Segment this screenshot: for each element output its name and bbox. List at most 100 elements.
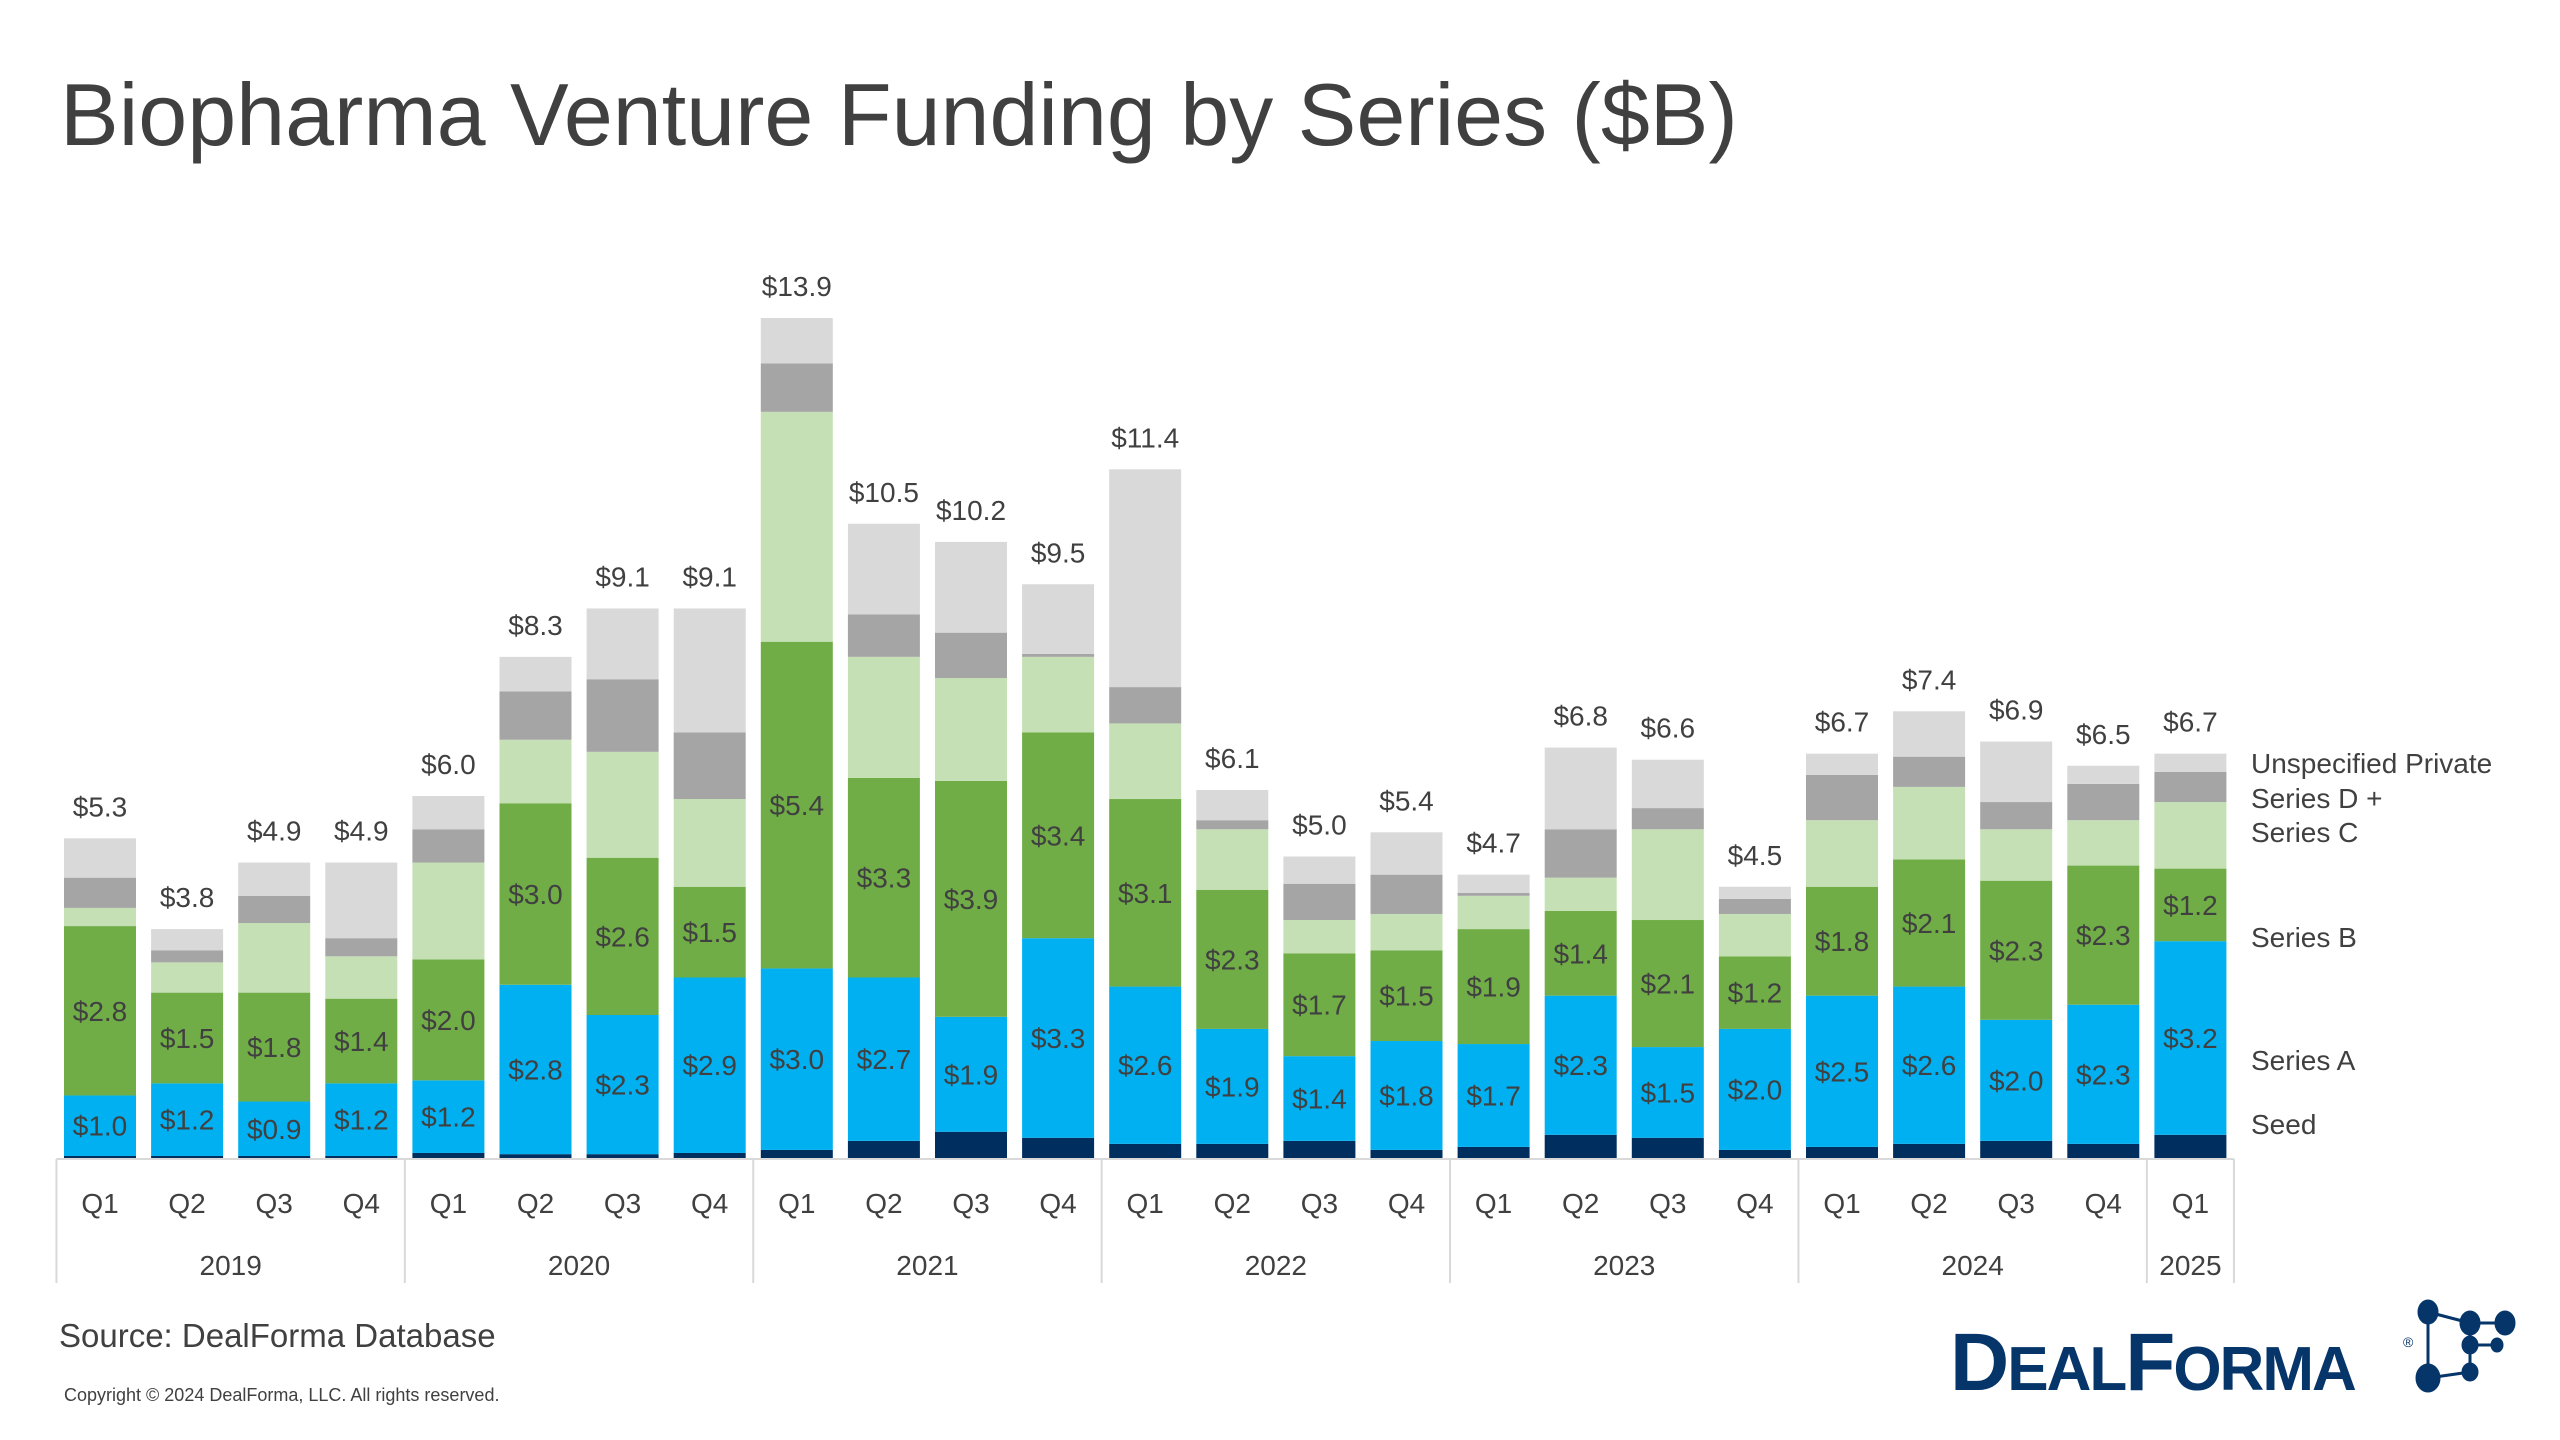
- bar-stack: $2.8 $3.0 $8.3: [499, 610, 572, 1159]
- bar-segment-series-b: [64, 926, 136, 1096]
- data-label: $1.8: [247, 1032, 302, 1063]
- total-label: $6.5: [2076, 719, 2131, 750]
- bar-segment-series-a: [1022, 938, 1095, 1138]
- bar-stack: $1.2 $1.4 $4.9: [325, 816, 398, 1159]
- data-label: $5.4: [770, 790, 825, 821]
- x-tick-label: Q1: [1823, 1188, 1860, 1219]
- bar-segment-series-c: [1806, 820, 1878, 887]
- bar-segment-unspecified-private: [238, 862, 311, 896]
- data-label: $1.5: [1641, 1077, 1696, 1108]
- x-tick-label: Q3: [952, 1188, 989, 1219]
- bar-segment-series-c: [1196, 829, 1269, 890]
- data-label: $1.7: [1292, 990, 1347, 1021]
- total-label: $6.0: [421, 749, 476, 780]
- x-tick-label: Q2: [865, 1188, 902, 1219]
- x-tick-label: Q2: [168, 1188, 205, 1219]
- data-label: $1.2: [1728, 978, 1783, 1009]
- bar-segment-series-b: [2154, 868, 2227, 942]
- total-label: $5.4: [1379, 785, 1434, 816]
- bar-segment-seed: [1980, 1140, 2053, 1159]
- data-label: $2.3: [595, 1070, 650, 1101]
- legend-item: Series D +: [2251, 783, 2383, 814]
- x-tick-label: Q3: [256, 1188, 293, 1219]
- bar-segment-series-a: [499, 984, 572, 1155]
- bar-segment-series-d-: [1718, 898, 1791, 914]
- bar-segment-seed: [1196, 1143, 1269, 1159]
- bar-segment-unspecified-private: [586, 608, 659, 680]
- bar-segment-series-d-: [1631, 808, 1704, 830]
- bar-segment-unspecified-private: [64, 838, 136, 878]
- bar-segment-series-c: [325, 956, 398, 999]
- bar-segment-series-d-: [673, 732, 746, 800]
- data-label: $3.2: [2163, 1023, 2218, 1054]
- data-label: $2.0: [421, 1005, 476, 1036]
- total-label: $4.7: [1466, 828, 1521, 859]
- bar-segment-seed: [1893, 1143, 1966, 1159]
- x-tick-label: Q3: [1998, 1188, 2035, 1219]
- copyright: Copyright © 2024 DealForma, LLC. All rig…: [64, 1385, 499, 1405]
- bar-segment-series-d-: [499, 691, 572, 740]
- bar-segment-series-a: [2067, 1004, 2140, 1144]
- x-tick-label: Q3: [1301, 1188, 1338, 1219]
- data-label: $1.9: [944, 1059, 999, 1090]
- bar-stack: $3.3 $3.4 $9.5: [1022, 537, 1095, 1159]
- bar-segment-series-b: [412, 959, 485, 1081]
- total-label: $9.5: [1031, 537, 1086, 568]
- bar-segment-series-b: [1022, 732, 1095, 939]
- bar-segment-unspecified-private: [1022, 584, 1095, 654]
- bar-segment-series-a: [1631, 1047, 1704, 1138]
- data-label: $3.0: [770, 1044, 825, 1075]
- bar-segment-unspecified-private: [1544, 747, 1617, 830]
- x-tick-label: Q1: [778, 1188, 815, 1219]
- bar-stack: $1.2 $1.5 $3.8: [151, 882, 224, 1159]
- bar-segment-seed: [1544, 1134, 1617, 1159]
- bar-segment-seed: [499, 1154, 572, 1159]
- total-label: $5.0: [1292, 810, 1347, 841]
- total-label: $6.6: [1641, 713, 1696, 744]
- data-label: $1.5: [682, 917, 737, 948]
- x-tick-label: Q3: [604, 1188, 641, 1219]
- total-label: $4.5: [1728, 840, 1783, 871]
- bar-segment-series-d-: [64, 877, 136, 908]
- bar-segment-series-a: [325, 1083, 398, 1156]
- bar-segment-series-d-: [935, 632, 1007, 679]
- x-tick-label: Q4: [1388, 1188, 1425, 1219]
- bar-segment-series-d-: [847, 614, 920, 657]
- bar-segment-series-d-: [1893, 756, 1966, 787]
- bar-stack: $1.9 $2.3 $6.1: [1196, 743, 1269, 1159]
- bar-segment-series-a: [1718, 1028, 1791, 1150]
- data-label: $2.3: [1989, 935, 2044, 966]
- bar-segment-series-d-: [1806, 774, 1878, 821]
- bar-stack: $2.0 $2.3 $6.9: [1980, 695, 2053, 1159]
- total-label: $6.8: [1553, 701, 1608, 732]
- bar-segment-series-b: [499, 803, 572, 985]
- bar-segment-unspecified-private: [2154, 753, 2227, 772]
- bar-segment-seed: [760, 1149, 833, 1159]
- bar-segment-unspecified-private: [1457, 874, 1530, 893]
- data-label: $2.6: [595, 921, 650, 952]
- data-label: $3.4: [1031, 820, 1086, 851]
- total-label: $6.9: [1989, 695, 2044, 726]
- bar-segment-series-d-: [1196, 820, 1269, 830]
- bar-segment-seed: [325, 1155, 398, 1159]
- x-tick-label: Q4: [1039, 1188, 1076, 1219]
- dealforma-logo: DEALFORMA ®: [1950, 1299, 2516, 1408]
- data-label: $3.3: [857, 863, 912, 894]
- bar-stack: $2.5 $1.8 $6.7: [1806, 707, 1878, 1159]
- bar-segment-series-a: [412, 1080, 485, 1153]
- bar-segment-series-a: [760, 968, 833, 1150]
- bar-segment-seed: [1022, 1137, 1095, 1159]
- bar-segment-series-c: [151, 962, 224, 993]
- bar-segment-unspecified-private: [1980, 741, 2053, 803]
- x-tick-label: Q2: [1562, 1188, 1599, 1219]
- data-label: $1.2: [2163, 890, 2218, 921]
- bar-segment-unspecified-private: [499, 656, 572, 692]
- x-tick-label: Q3: [1649, 1188, 1686, 1219]
- bar-segment-series-b: [1544, 910, 1617, 996]
- total-label: $6.1: [1205, 743, 1260, 774]
- bar-stack: $2.6 $2.1 $7.4: [1893, 664, 1966, 1159]
- bar-segment-series-b: [586, 857, 659, 1016]
- bar-segment-unspecified-private: [1718, 886, 1791, 899]
- bar-segment-series-a: [1370, 1041, 1443, 1150]
